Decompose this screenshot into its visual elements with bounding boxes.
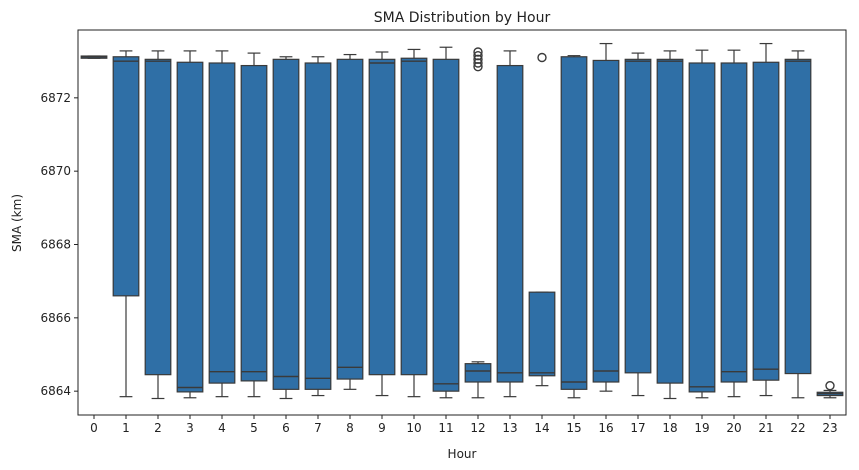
box-0: 0: [80, 55, 108, 435]
x-tick-label: 19: [694, 421, 709, 435]
box-iqr: [272, 58, 300, 390]
x-tick-label: 22: [790, 421, 805, 435]
box-5: 5: [240, 52, 268, 435]
outlier-point: [473, 50, 483, 61]
x-tick-label: 10: [406, 421, 421, 435]
outlier-point: [537, 52, 547, 63]
x-tick-label: 1: [122, 421, 130, 435]
x-tick-label: 13: [502, 421, 517, 435]
box-20: 20: [720, 49, 748, 435]
box-19: 19: [688, 49, 716, 435]
x-tick-label: 11: [438, 421, 453, 435]
x-tick-label: 14: [534, 421, 549, 435]
x-tick-label: 9: [378, 421, 386, 435]
box-2: 2: [144, 50, 172, 435]
box-iqr: [368, 58, 396, 376]
box-11: 11: [432, 46, 460, 435]
y-tick-label: 6864: [40, 384, 71, 398]
x-tick-label: 15: [566, 421, 581, 435]
box-17: 17: [624, 52, 652, 435]
y-axis-label: SMA (km): [10, 194, 24, 252]
box-13: 13: [496, 50, 524, 435]
x-tick-label: 12: [470, 421, 485, 435]
x-tick-label: 7: [314, 421, 322, 435]
y-tick-label: 6866: [40, 311, 71, 325]
box-15: 15: [560, 55, 588, 435]
box-12: 12: [464, 47, 492, 435]
x-tick-label: 2: [154, 421, 162, 435]
box-iqr: [720, 62, 748, 383]
box-23: 23: [816, 380, 844, 435]
x-tick-label: 6: [282, 421, 290, 435]
outlier-point: [473, 47, 483, 57]
box-iqr: [400, 57, 428, 376]
chart-title: SMA Distribution by Hour: [374, 10, 551, 26]
x-tick-label: 21: [758, 421, 773, 435]
box-iqr: [784, 58, 812, 375]
x-tick-label: 17: [630, 421, 645, 435]
x-tick-label: 18: [662, 421, 677, 435]
box-10: 10: [400, 48, 428, 435]
y-tick-label: 6872: [40, 91, 71, 105]
box-16: 16: [592, 42, 620, 435]
x-tick-label: 8: [346, 421, 354, 435]
box-iqr: [144, 58, 172, 376]
box-iqr: [592, 59, 620, 383]
box-14: 14: [528, 52, 556, 435]
x-axis-label: Hour: [448, 447, 477, 461]
box-3: 3: [176, 50, 204, 435]
box-iqr: [240, 64, 268, 382]
y-tick-label: 6868: [40, 238, 71, 252]
box-22: 22: [784, 50, 812, 435]
x-tick-label: 4: [218, 421, 226, 435]
box-6: 6: [272, 56, 300, 435]
box-iqr: [336, 58, 364, 380]
box-21: 21: [752, 42, 780, 435]
box-iqr: [112, 56, 140, 297]
x-tick-label: 23: [822, 421, 837, 435]
box-9: 9: [368, 51, 396, 435]
box-iqr: [304, 62, 332, 390]
box-iqr: [752, 61, 780, 381]
box-18: 18: [656, 50, 684, 435]
box-iqr: [528, 291, 556, 377]
box-iqr: [560, 56, 588, 390]
box-iqr: [656, 58, 684, 384]
box-iqr: [176, 61, 204, 393]
box-iqr: [624, 58, 652, 374]
y-tick-label: 6870: [40, 164, 71, 178]
box-1: 1: [112, 50, 140, 435]
x-tick-label: 5: [250, 421, 258, 435]
x-tick-label: 0: [90, 421, 98, 435]
box-iqr: [464, 363, 492, 383]
box-iqr: [496, 64, 524, 383]
x-tick-label: 20: [726, 421, 741, 435]
box-iqr: [688, 62, 716, 393]
box-8: 8: [336, 53, 364, 435]
box-iqr: [432, 58, 460, 392]
box-7: 7: [304, 56, 332, 435]
x-tick-label: 16: [598, 421, 613, 435]
box-4: 4: [208, 50, 236, 435]
x-tick-label: 3: [186, 421, 194, 435]
axes-frame: [77, 29, 847, 416]
box-iqr: [208, 62, 236, 384]
outlier-point: [825, 380, 835, 391]
